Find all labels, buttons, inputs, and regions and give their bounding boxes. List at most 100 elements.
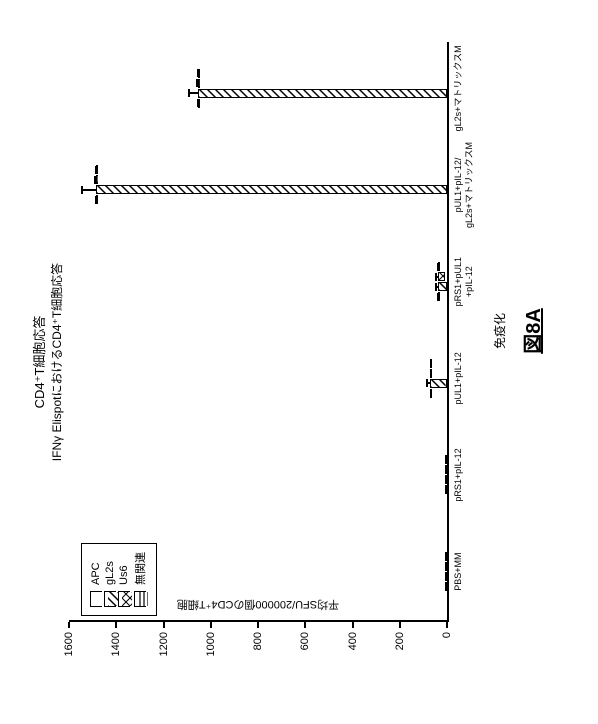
error-bar [96, 169, 97, 171]
bar [445, 456, 447, 465]
error-bar [198, 72, 199, 74]
x-category-label: pUL1+pIL-12/gL2s+マトリックスM [453, 142, 475, 228]
legend-row: 無関連 [132, 552, 148, 607]
bar [96, 196, 98, 205]
x-category-label: pRS1+pIL-12 [453, 448, 464, 501]
error-bar [431, 392, 432, 394]
y-tick-mark [446, 622, 448, 628]
legend-row: gL2s [104, 552, 116, 607]
bar [430, 389, 432, 398]
legend-swatch [90, 591, 102, 607]
bar [430, 379, 447, 388]
y-tick-label: 0 [441, 628, 453, 638]
y-tick: 800 [252, 622, 264, 650]
plot-area: 02004006008001000120014001600 平均SFU/2000… [69, 42, 449, 622]
bar [430, 369, 432, 378]
bar [445, 582, 447, 591]
legend-row: Us6 [118, 552, 130, 607]
bar [445, 476, 447, 485]
x-category-label: pRS1+pUL1+pIL-12 [453, 257, 475, 306]
bar-group [430, 359, 447, 398]
bar [445, 562, 447, 571]
error-bar [427, 382, 431, 384]
y-tick: 1600 [63, 622, 75, 656]
y-tick-label: 1600 [63, 628, 75, 656]
bar-group [445, 456, 447, 495]
bar [445, 486, 447, 495]
y-tick: 1400 [110, 622, 122, 656]
bar-group [96, 166, 448, 205]
figure-label: 図8A [517, 308, 546, 354]
y-tick-mark [257, 622, 259, 628]
y-tick-mark [210, 622, 212, 628]
y-tick-mark [399, 622, 401, 628]
chart-root: CD4⁺T細胞応答 IFNγ ElispotにおけるCD4⁺T細胞応答 0200… [29, 32, 569, 692]
y-tick-label: 1000 [205, 628, 217, 656]
y-tick-label: 400 [347, 628, 359, 650]
legend-swatch [104, 591, 116, 607]
y-axis-title: 平均SFU/200000個のCD4⁺T細胞 [177, 597, 339, 613]
bar [438, 282, 448, 291]
bar [438, 272, 445, 281]
bar [430, 359, 432, 368]
error-bar [438, 296, 439, 298]
y-tick-mark [352, 622, 354, 628]
bar-group [438, 262, 448, 301]
y-tick: 400 [347, 622, 359, 650]
y-axis: 02004006008001000120014001600 [69, 622, 447, 670]
x-category-label: gL2s+マトリックスM [453, 45, 464, 131]
y-tick: 0 [441, 622, 453, 638]
y-tick: 200 [394, 622, 406, 650]
y-tick-mark [304, 622, 306, 628]
bar [198, 69, 200, 78]
error-bar [96, 199, 97, 201]
legend-swatch [134, 591, 146, 607]
legend: APCgL2sUs6無関連 [81, 543, 157, 616]
error-bar [431, 362, 432, 364]
error-bar [197, 82, 198, 84]
bar-group [445, 552, 447, 591]
bar [96, 176, 98, 185]
bar [96, 166, 98, 175]
bar [438, 262, 440, 271]
error-bar [438, 266, 439, 268]
y-tick-label: 800 [252, 628, 264, 650]
legend-label: gL2s [104, 561, 116, 585]
bar [198, 99, 200, 108]
y-tick-mark [68, 622, 70, 628]
x-category-label: pUL1+pIL-12 [453, 352, 464, 404]
bar [438, 292, 440, 301]
legend-swatch [118, 591, 130, 607]
y-tick-label: 1200 [158, 628, 170, 656]
legend-label: APC [90, 562, 102, 585]
bar [96, 186, 448, 195]
legend-row: APC [90, 552, 102, 607]
error-bar [431, 372, 432, 374]
y-tick-label: 200 [394, 628, 406, 650]
y-tick: 600 [299, 622, 311, 650]
bar [445, 552, 447, 561]
legend-label: 無関連 [132, 552, 148, 585]
chart-subtitle: IFNγ ElispotにおけるCD4⁺T細胞応答 [48, 32, 65, 692]
legend-label: Us6 [118, 565, 130, 585]
y-tick-label: 1400 [110, 628, 122, 656]
error-bar [189, 92, 199, 94]
error-bar [436, 286, 439, 288]
y-tick-mark [163, 622, 165, 628]
y-tick: 1000 [205, 622, 217, 656]
y-tick-mark [115, 622, 117, 628]
chart-title: CD4⁺T細胞応答 [29, 32, 48, 692]
error-bar [82, 189, 96, 191]
bar [198, 89, 447, 98]
error-bar [95, 179, 96, 181]
x-category-label: PBS+MM [453, 553, 464, 591]
bar [445, 572, 447, 581]
bar [445, 466, 447, 475]
error-bar [436, 276, 438, 278]
error-bar [198, 102, 199, 104]
bar [198, 79, 200, 88]
y-tick-label: 600 [299, 628, 311, 650]
bar-group [198, 69, 447, 108]
y-tick: 1200 [158, 622, 170, 656]
x-axis-title: 免疫化 [491, 313, 508, 349]
